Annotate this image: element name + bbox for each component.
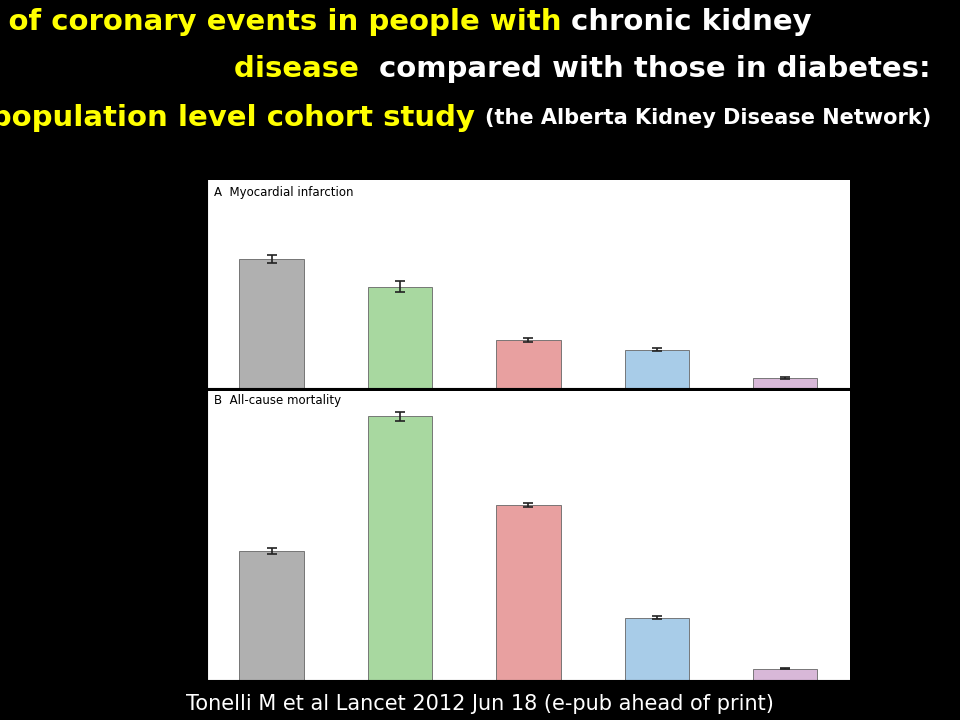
Text: A  Myocardial infarction: A Myocardial infarction [214,186,353,199]
Bar [625,618,689,680]
Text: B  All-cause mortality: B All-cause mortality [214,394,341,407]
Bar [754,669,818,680]
Bar [239,259,303,387]
Text: disease: disease [234,55,379,83]
Bar [754,378,818,387]
Bar [496,340,561,387]
Bar [625,350,689,387]
Y-axis label: Rates (per 1000 person-years): Rates (per 1000 person-years) [171,462,180,611]
Text: Tonelli M et al Lancet 2012 Jun 18 (e-pub ahead of print): Tonelli M et al Lancet 2012 Jun 18 (e-pu… [186,694,774,714]
Text: (the Alberta Kidney Disease Network): (the Alberta Kidney Disease Network) [485,107,931,127]
Text: chronic kidney: chronic kidney [571,8,812,35]
Text: compared with those in diabetes:: compared with those in diabetes: [379,55,931,83]
Bar [496,505,561,680]
Y-axis label: Rates (per 1000 person-years): Rates (per 1000 person-years) [171,210,180,359]
Text: a population level cohort study: a population level cohort study [0,104,485,132]
Bar [368,287,432,387]
Bar [368,416,432,680]
Bar [239,552,303,680]
Text: Risk of coronary events in people with: Risk of coronary events in people with [0,8,571,35]
